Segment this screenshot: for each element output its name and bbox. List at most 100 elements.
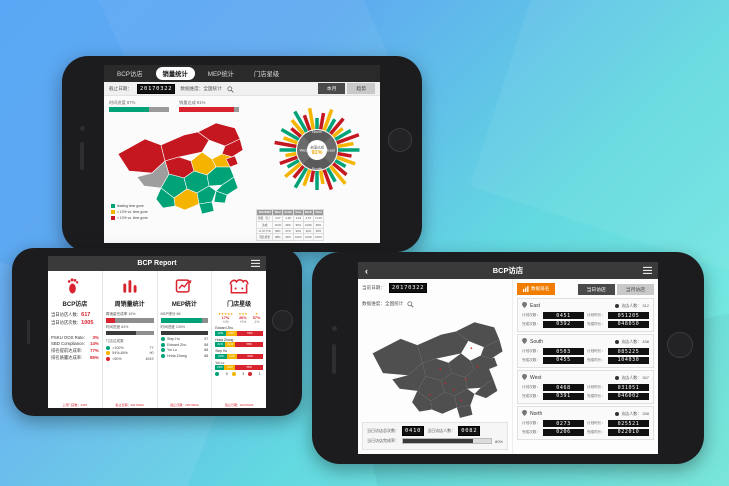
region-row[interactable]: East 访店人数： 312 计划次数： 0451 计划时长： 051205 完成次数： 03… — [517, 298, 654, 332]
tab-today-visit[interactable]: 当日访店 — [577, 283, 615, 295]
star-summary-row: ★★★★★ 17% +1% ★★★ 26% +0% ★ 57% -1% — [215, 312, 263, 324]
region-metrics: 计划次数： 0503 计划时长： 085225 完成次数： 0455 完成时长： 104030 — [522, 348, 649, 364]
date-value[interactable]: 20170322 — [136, 83, 176, 94]
radial-bar-chart[interactable]: North South West East 全国达成 91% — [261, 100, 373, 205]
tab-store-rating[interactable]: 门店星级 — [253, 71, 280, 78]
china-map-grey[interactable] — [362, 317, 508, 425]
region-people: 访店人数： 347 — [615, 375, 649, 381]
bar-label: 时间进度 100% — [160, 324, 186, 329]
chart-up-icon — [161, 275, 209, 297]
home-button[interactable] — [667, 332, 693, 358]
table-cell: 101% — [292, 233, 304, 241]
dimension-label: 数据维度：全国统计 — [180, 85, 222, 91]
map-panel: 时间进度 67% 销量达成 91% — [104, 96, 254, 243]
region-row[interactable]: South 访店人数： 438 计划次数： 0503 计划时长： 085225 完成次数： 0… — [517, 334, 654, 368]
search-icon[interactable] — [227, 80, 234, 98]
list-label: Yoi Lo — [167, 348, 177, 353]
done-time-label: 完成时长： — [587, 393, 605, 398]
star-segment: 58% — [235, 365, 263, 371]
card-store-rating[interactable]: 门店星级 ★★★★★ 17% +1% ★★★ 26% +0% ★ 57% -1% Edwar… — [212, 271, 266, 408]
table-cell: 103% — [302, 233, 314, 241]
table-cell: 4.48 — [282, 214, 294, 223]
legend-label: 3 — [242, 371, 245, 376]
china-choropleth-map[interactable]: leading time gone < 10% vs. time gone > … — [109, 115, 249, 223]
segment-this-month[interactable]: 本月 — [317, 83, 346, 94]
star-delta: +0% — [239, 320, 247, 324]
hamburger-icon[interactable] — [643, 265, 652, 275]
region-summary-table: 20170322 West South East North Total 销量（亿） 4.0… — [255, 209, 324, 241]
region-people: 访店人数： 258 — [615, 411, 649, 417]
star-breakdown-list: Edward Zhu 22% 23% 55% Hrida Zhang 21% 21% 58% S… — [215, 326, 263, 371]
store-icon — [215, 275, 263, 297]
card-title: MEP统计 — [171, 302, 197, 308]
bar-track — [160, 318, 209, 323]
radial-panel: North South West East 全国达成 91% 20170322 W… — [254, 96, 380, 243]
plan-time-value: 051205 — [607, 312, 649, 319]
metric-psku-oos: PSKU OOS Rate: 3% — [51, 335, 99, 340]
legend-label: leading time gone — [117, 204, 144, 208]
rank-button[interactable]: 数据排名 — [517, 283, 556, 295]
back-chevron-icon[interactable]: ‹ — [365, 265, 368, 276]
dimension-label: 数据维度：全国统计 — [362, 301, 404, 306]
list-value: 88 — [204, 348, 209, 353]
star-bucket: ★★★★★ 17% +1% — [218, 312, 233, 324]
phone-a-screen: BCP访店 销量统计 MEP统计 门店星级 截止日期： 20170322 数据维… — [104, 65, 380, 243]
star-segment: 21% — [225, 342, 236, 348]
phone-device-bcp-visit: ‹ BCP访店 当前日期： 20170322 数据维度：全国统计 — [312, 252, 704, 464]
tab-mep-stats[interactable]: MEP统计 — [207, 71, 234, 78]
star-row-name: Yoi Lo — [215, 360, 225, 365]
metric-label: SBD Compliance: — [51, 341, 85, 346]
segment-trend[interactable]: 趋势 — [347, 83, 375, 94]
legend-label: 5 — [225, 371, 228, 376]
done-count-value: 0392 — [542, 320, 584, 328]
region-header: West 访店人数： 347 — [522, 374, 649, 382]
rank-button-label: 数据排名 — [531, 286, 550, 291]
svg-text:West: West — [299, 148, 309, 153]
star-row: Yoi Lo 19% 23% 58% — [215, 361, 263, 371]
hamburger-icon[interactable] — [251, 258, 260, 268]
earpiece-speaker — [332, 344, 336, 374]
region-row[interactable]: West 访店人数： 347 计划次数： 0468 计划时长： 031051 完成次数： 03… — [517, 370, 654, 404]
star-segment: 22% — [226, 353, 238, 359]
star-delta: -1% — [253, 320, 260, 324]
home-button[interactable] — [388, 128, 412, 152]
done-time-value: 104030 — [607, 356, 649, 364]
plan-count-value: 0503 — [542, 348, 584, 355]
date-value[interactable]: 20170322 — [388, 283, 428, 293]
star-row: Hrida Zhang 21% 21% 58% — [215, 338, 263, 348]
metric-label: PSKU OOS Rate: — [51, 334, 85, 340]
region-rows: East 访店人数： 312 计划次数： 0451 计划时长： 051205 完成次数： 03… — [517, 298, 654, 440]
metric-early-rate: 排名提前达成率: 77% — [51, 348, 99, 354]
star-segment: 23% — [224, 365, 236, 371]
tab-sales-stats[interactable]: 销量统计 — [155, 67, 195, 80]
star-pct: 26% — [239, 316, 247, 320]
tab-month-visit[interactable]: 当月访店 — [616, 283, 654, 295]
card-weekly-sales[interactable]: 周销量统计 周销量完成率 19% 时间进度 64% 门店达成数 >100% 77 … — [103, 271, 158, 408]
summary-total-row: 当日访店总次数： 0410 当日访店人数： 0082 — [367, 426, 503, 436]
star-row: Edward Zhu 22% 23% 55% — [215, 326, 263, 336]
star-delta: +1% — [222, 320, 229, 324]
app-header: ‹ BCP访店 — [358, 262, 658, 279]
card-bcp-visit[interactable]: BCP访店 当日访店人数：617 当日访店次数：1005 PSKU OOS Ra… — [48, 271, 103, 408]
table-cell: 达成 — [255, 221, 274, 229]
region-list-panel: 数据排名 当日访店 当月访店 East 访店人数： 312 计划次数： 0451 计划时… — [513, 279, 658, 454]
search-icon[interactable] — [407, 295, 414, 313]
list-label: <50% — [112, 356, 122, 361]
star-bucket: ★★★ 26% +0% — [238, 312, 247, 324]
phone-b-screen: BCP Report BCP访店 当日访店人数：617 当日访店次数：1005 … — [48, 256, 266, 408]
background-facet — [469, 0, 729, 280]
list-value: 88 — [204, 342, 209, 347]
tab-bcp-visit[interactable]: BCP访店 — [117, 71, 143, 78]
region-metrics: 计划次数： 0451 计划时长： 051205 完成次数： 0392 完成时长： 048050 — [522, 312, 649, 328]
star-segment: 19% — [215, 365, 225, 371]
table-cell: 同比增长 — [255, 233, 274, 241]
list-item: >100% 77 — [105, 345, 154, 350]
metric-label: 排名质量达成率: — [51, 355, 83, 360]
card-mep-stats[interactable]: MEP统计 MEP得分 86 时间进度 100% Step Hu 97 Edwar… — [158, 271, 213, 408]
home-button[interactable] — [272, 310, 293, 331]
metric-value: 1005 — [81, 319, 94, 326]
region-row[interactable]: North 访店人数： 258 计划次数： 0273 计划时长： 025521 完成次数： 0… — [517, 406, 654, 440]
region-pin-icon — [522, 338, 527, 346]
list-value: 88 — [204, 353, 209, 358]
star-pct: 17% — [221, 316, 230, 320]
